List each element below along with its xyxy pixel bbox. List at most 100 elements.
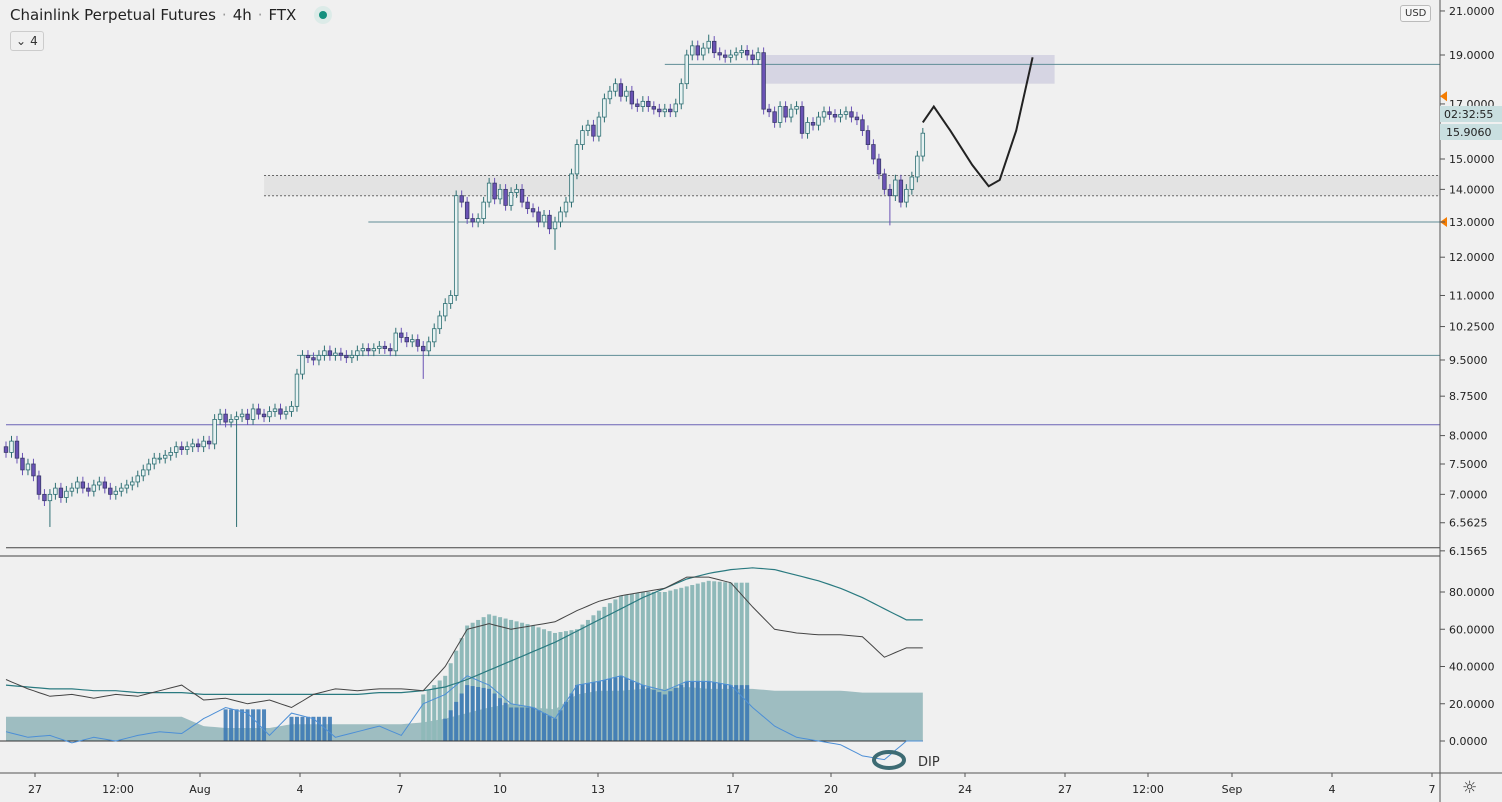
symbol-title: Chainlink Perpetual Futures [10, 6, 216, 24]
hist-bar-light [503, 618, 508, 741]
gear-icon[interactable]: ☼ [1462, 778, 1478, 798]
candle-up [602, 98, 607, 118]
countdown-label-bg [1440, 106, 1502, 122]
candle-up [267, 411, 272, 418]
hist-bar-light [421, 694, 426, 741]
x-tick-label: 10 [493, 783, 507, 796]
hist-bar-light [734, 582, 739, 741]
hist-bar-light [542, 629, 547, 741]
indicator-count: 4 [30, 34, 38, 48]
candle-up [272, 408, 278, 412]
candle-up [53, 487, 58, 495]
hist-bar-blue [607, 678, 612, 741]
hist-bar-blue [229, 709, 234, 741]
x-tick-label: 24 [958, 783, 972, 796]
hist-bar-light [437, 680, 442, 741]
x-tick-label: 20 [824, 783, 838, 796]
hist-bar-blue [503, 702, 508, 741]
symbol-header[interactable]: Chainlink Perpetual Futures · 4h · FTX [10, 6, 333, 24]
candle-down [668, 108, 673, 113]
candle-down [525, 201, 530, 210]
candle-up [640, 100, 646, 107]
candle-up [349, 354, 355, 359]
market-status-icon[interactable] [314, 6, 333, 24]
hist-bar-blue [712, 682, 717, 741]
candle-up [113, 490, 118, 495]
hist-bar-blue [316, 716, 321, 741]
hist-bar-blue [470, 686, 475, 741]
hist-bar-light [459, 638, 464, 741]
candle-up [624, 90, 629, 97]
hist-bar-light [618, 595, 623, 741]
price-axis[interactable]: 21.000019.000017.000015.000014.000013.00… [1440, 5, 1495, 558]
hist-bar-blue [569, 693, 574, 741]
hist-bar-blue [536, 710, 541, 741]
candle-down [492, 182, 497, 200]
indicator-axis[interactable]: 80.0000 60.0000 40.0000 20.0000 0.0000 [1440, 586, 1495, 748]
candle-down [80, 481, 86, 489]
candle-up [448, 295, 453, 304]
ind-tick-label: 40.0000 [1449, 661, 1495, 674]
candle-down [206, 440, 212, 445]
candle-down [783, 106, 788, 118]
hist-bar-light [640, 592, 645, 741]
hist-bar-light [536, 627, 541, 741]
hist-bar-light [465, 625, 470, 741]
x-tick-label: 7 [397, 783, 404, 796]
candle-down [421, 345, 426, 352]
candle-down [42, 493, 47, 502]
candle-up [893, 179, 898, 197]
hist-bar-blue [679, 684, 684, 741]
hist-bar-light [525, 624, 530, 741]
candle-up [97, 481, 102, 486]
hist-bar-light [509, 619, 514, 741]
candle-up [322, 350, 327, 356]
candle-up [755, 52, 761, 61]
candle-up [728, 54, 733, 58]
hist-bar-blue [234, 709, 239, 741]
hist-bar-blue [651, 689, 656, 741]
hist-bar-blue [739, 685, 744, 741]
hist-bar-blue [289, 716, 294, 741]
candle-up [909, 176, 915, 190]
candle-up [794, 106, 799, 110]
candle-up [437, 315, 442, 330]
candle-up [706, 40, 711, 49]
hist-bar-light [443, 675, 448, 741]
x-tick-label: 13 [591, 783, 605, 796]
candle-up [580, 130, 585, 145]
x-tick-label: 17 [726, 783, 740, 796]
candle-down [415, 339, 420, 347]
indicators-collapse-button[interactable]: ⌄ 4 [10, 31, 44, 51]
candle-down [591, 124, 596, 137]
candle-up [228, 419, 234, 423]
ind-tick-label: 0.0000 [1449, 735, 1488, 748]
candle-up [294, 373, 300, 407]
candle-up [733, 52, 739, 56]
hist-bar-blue [640, 685, 645, 741]
candle-down [195, 443, 201, 448]
time-axis[interactable]: 27 12:00 Aug 4 7 10 13 17 20 24 27 12:00 Sep 4 7 [28, 773, 1436, 796]
candle-up [486, 182, 492, 203]
hist-bar-blue [465, 685, 470, 741]
candle-down [327, 350, 333, 356]
hist-bar-light [651, 592, 656, 741]
currency-button[interactable]: USD [1400, 5, 1432, 22]
hist-bar-blue [256, 709, 261, 741]
hist-bar-blue [558, 710, 563, 741]
candle-down [536, 211, 541, 223]
candle-up [25, 463, 31, 471]
hist-bar-blue [498, 698, 503, 741]
candle-down [14, 440, 20, 459]
candle-down [854, 116, 860, 121]
candle-down [256, 408, 261, 415]
candle-up [662, 108, 667, 113]
hist-bar-light [553, 632, 557, 741]
x-tick-label: 12:00 [1132, 783, 1164, 796]
candle-down [399, 332, 404, 338]
candle-down [36, 475, 42, 495]
hist-bar-light [498, 617, 503, 741]
dip-circle [872, 750, 906, 770]
candle-down [871, 144, 876, 160]
